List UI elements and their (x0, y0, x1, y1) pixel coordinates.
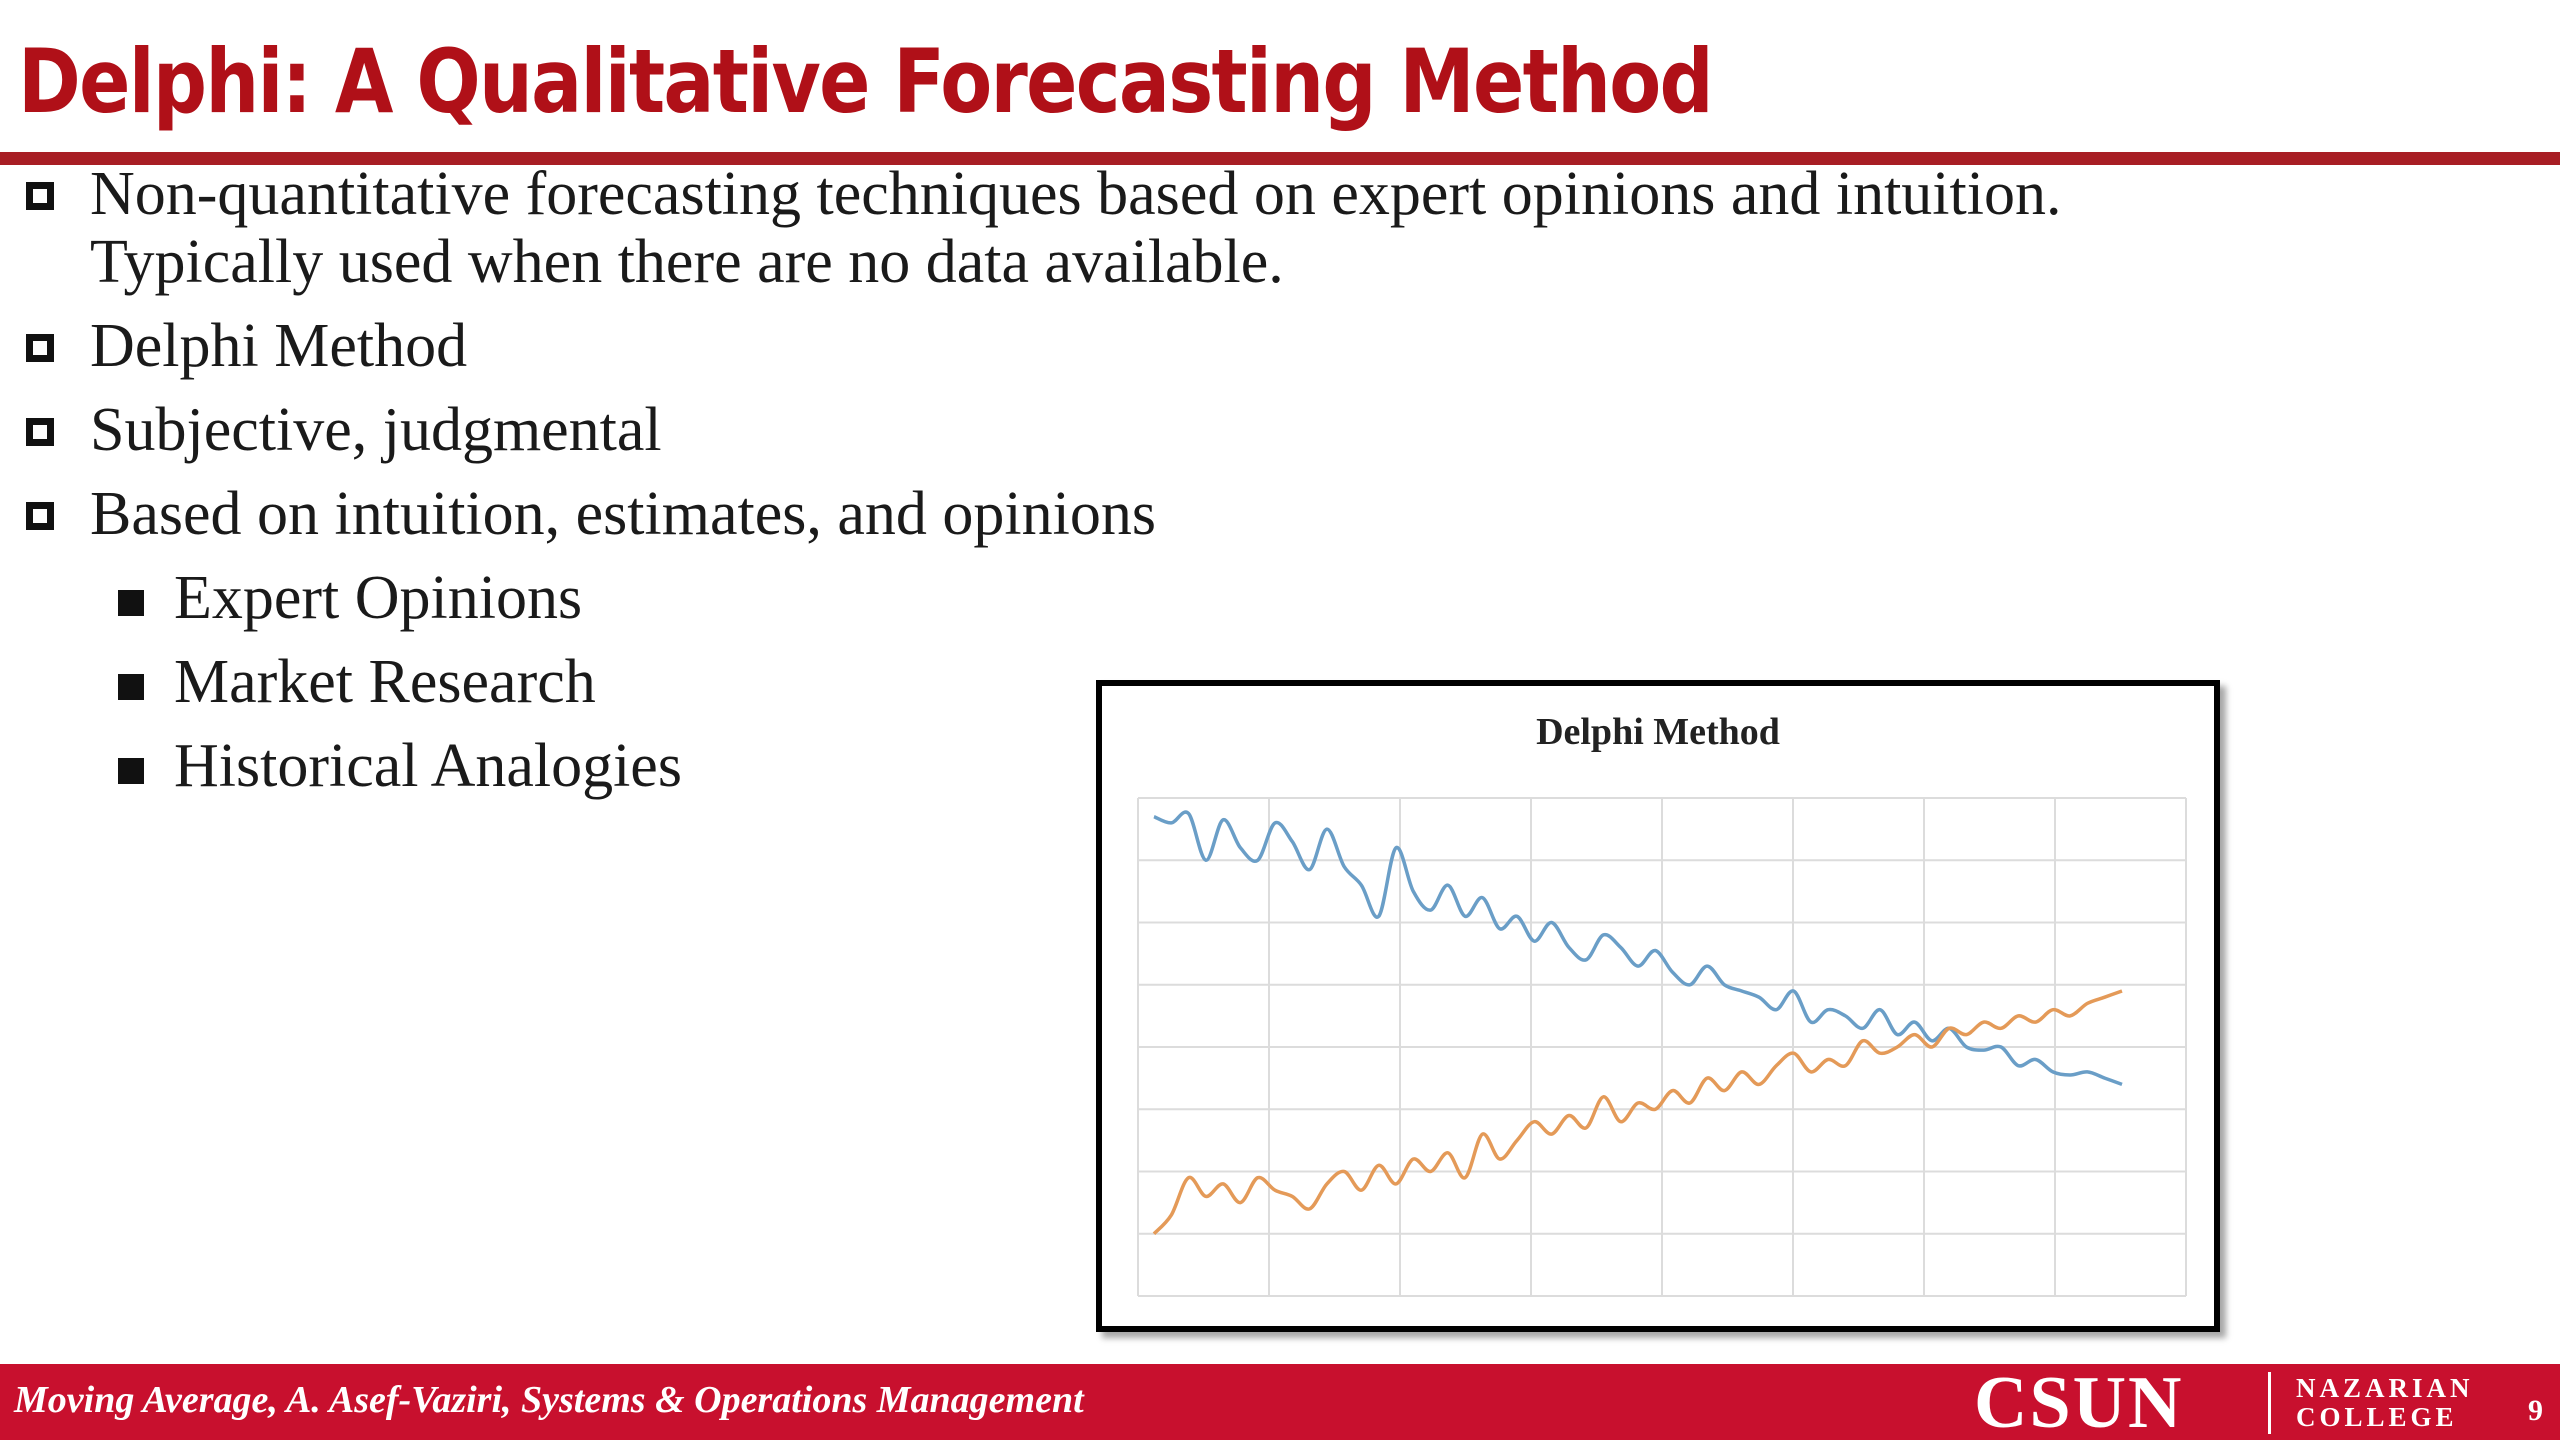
hollow-square-bullet-icon (26, 502, 54, 530)
bullet-text: Subjective, judgmental (90, 396, 662, 464)
sub-bullet-item: Expert Opinions (0, 564, 2540, 632)
logo-line-nazarian: NAZARIAN (2296, 1373, 2474, 1403)
logo-line-college: COLLEGE (2296, 1402, 2458, 1432)
chart-series-layer (1152, 810, 2123, 1236)
chart-canvas: Delphi Method (1137, 711, 2187, 1297)
bullet-item: Subjective, judgmental (0, 396, 2540, 464)
chart-title: Delphi Method (1536, 711, 1780, 753)
bullet-item: Non-quantitative forecasting techniques … (0, 160, 2540, 296)
bullet-item: Based on intuition, estimates, and opini… (0, 480, 2540, 548)
bullet-list: Non-quantitative forecasting techniques … (0, 160, 2540, 816)
bullet-text: Based on intuition, estimates, and opini… (90, 480, 1156, 548)
slide-title: Delphi: A Qualitative Forecasting Method (18, 30, 1714, 133)
bullet-text-continued: Typically used when there are no data av… (90, 228, 1284, 296)
title-underline (0, 152, 2560, 165)
series-line-series-2 (1152, 989, 2123, 1236)
chart-gridlines (1137, 797, 2187, 1297)
hollow-square-bullet-icon (26, 182, 54, 210)
hollow-square-bullet-icon (26, 418, 54, 446)
bullet-item: Delphi Method (0, 312, 2540, 380)
sub-bullet-item: Market Research (0, 648, 2540, 716)
sub-bullet-text: Expert Opinions (174, 564, 583, 632)
sub-bullet-text: Historical Analogies (174, 732, 682, 800)
hollow-square-bullet-icon (26, 334, 54, 362)
bullet-text: Non-quantitative forecasting techniques … (90, 160, 2062, 228)
slide-number: 9 (2528, 1394, 2543, 1427)
delphi-chart: Delphi Method (1096, 680, 2220, 1332)
nazarian-college-logo: NAZARIAN COLLEGE (2296, 1374, 2474, 1432)
sub-bullet-text: Market Research (174, 648, 596, 716)
sub-bullet-item: Historical Analogies (0, 732, 2540, 800)
csun-logo-text: CSUN (1974, 1362, 2184, 1440)
logo-divider (2268, 1372, 2271, 1434)
series-line-series-1 (1153, 810, 2123, 1087)
filled-square-bullet-icon (118, 674, 144, 700)
bullet-text: Delphi Method (90, 312, 468, 380)
footer-bar: Moving Average, A. Asef-Vaziri, Systems … (0, 1364, 2560, 1440)
filled-square-bullet-icon (118, 590, 144, 616)
filled-square-bullet-icon (118, 758, 144, 784)
footer-course-text: Moving Average, A. Asef-Vaziri, Systems … (14, 1379, 1084, 1421)
